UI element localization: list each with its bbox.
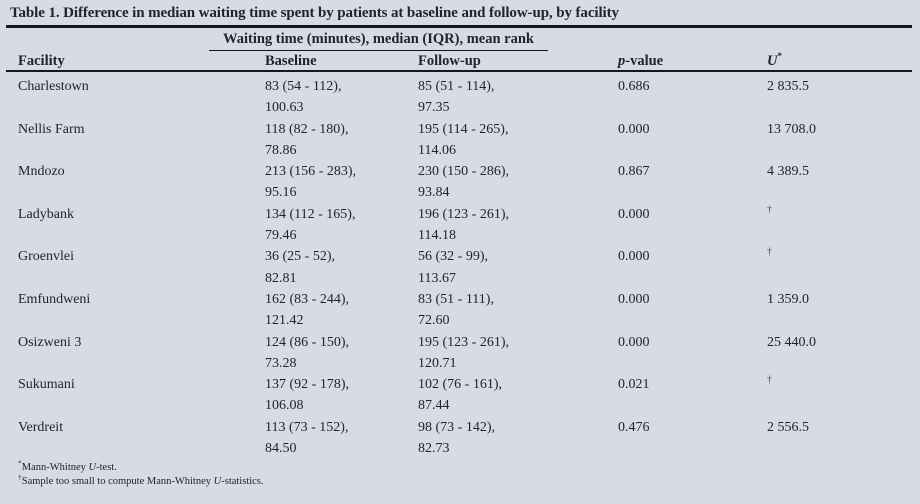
table-title: Table 1. Difference in median waiting ti… <box>10 5 619 21</box>
facility-cell: Verdreit <box>18 419 64 435</box>
p-value-cell: 0.867 <box>618 164 650 180</box>
u-statistic-cell: † <box>767 204 772 216</box>
table-row: Charlestown 83 (54 - 112), 100.63 85 (51 … <box>0 76 920 119</box>
followup-cell: 56 (32 - 99), 113.67 <box>418 249 488 286</box>
baseline-cell: 213 (156 - 283), 95.16 <box>265 164 356 201</box>
facility-cell: Emfundweni <box>18 291 91 307</box>
u-statistic-cell: 13 708.0 <box>767 121 816 137</box>
span-header: Waiting time (minutes), median (IQR), me… <box>209 31 548 51</box>
u-statistic-cell: 1 359.0 <box>767 291 809 307</box>
followup-cell: 85 (51 - 114), 97.35 <box>418 79 495 116</box>
table-row: Osizweni 3 124 (86 - 150), 73.28 195 (123… <box>0 332 920 375</box>
footnotes: *Mann-Whitney U-test. †Sample too small … <box>18 458 264 488</box>
facility-cell: Osizweni 3 <box>18 334 82 350</box>
baseline-cell: 134 (112 - 165), 79.46 <box>265 206 356 244</box>
p-value-cell: 0.000 <box>618 121 650 137</box>
p-value-cell: 0.021 <box>618 377 650 393</box>
u-statistic-cell: † <box>767 246 772 258</box>
baseline-cell: 118 (82 - 180), 78.86 <box>265 121 349 158</box>
followup-cell: 98 (73 - 142), 82.73 <box>418 419 495 457</box>
u-statistic-cell: 4 389.5 <box>767 164 809 180</box>
table-row: Sukumani 137 (92 - 178), 106.08 102 (76 -… <box>0 374 920 417</box>
u-statistic-cell: 25 440.0 <box>767 334 816 350</box>
p-value-cell: 0.686 <box>618 79 650 94</box>
footnote: *Mann-Whitney U-test. <box>18 458 117 473</box>
column-header-u: U* <box>767 51 782 69</box>
p-value-cell: 0.000 <box>618 291 650 307</box>
followup-cell: 230 (150 - 286), 93.84 <box>418 164 509 201</box>
followup-cell: 196 (123 - 261), 114.18 <box>418 206 509 244</box>
column-header-facility: Facility <box>18 53 65 69</box>
facility-cell: Groenvlei <box>18 249 74 265</box>
baseline-cell: 83 (54 - 112), 100.63 <box>265 79 342 116</box>
baseline-cell: 124 (86 - 150), 73.28 <box>265 334 349 371</box>
table-row: Verdreit 113 (73 - 152), 84.50 98 (73 - 1… <box>0 417 920 460</box>
table-row: Nellis Farm 118 (82 - 180), 78.86 195 (11… <box>0 119 920 162</box>
u-statistic-cell: 2 556.5 <box>767 419 809 435</box>
column-header-followup: Follow-up <box>418 53 481 69</box>
header-rule <box>6 70 912 72</box>
followup-cell: 195 (123 - 261), 120.71 <box>418 334 509 371</box>
baseline-cell: 137 (92 - 178), 106.08 <box>265 377 349 414</box>
table-body: Charlestown 83 (54 - 112), 100.63 85 (51 … <box>0 76 920 459</box>
column-header-baseline: Baseline <box>265 53 317 69</box>
facility-cell: Mndozo <box>18 164 65 180</box>
p-value-cell: 0.476 <box>618 419 650 435</box>
table-row: Groenvlei 36 (25 - 52), 82.81 56 (32 - 99… <box>0 246 920 289</box>
baseline-cell: 113 (73 - 152), 84.50 <box>265 419 349 457</box>
u-statistic-cell: † <box>767 374 772 386</box>
facility-cell: Charlestown <box>18 79 89 94</box>
followup-cell: 195 (114 - 265), 114.06 <box>418 121 509 158</box>
column-header-p-value: p-value <box>618 53 664 69</box>
facility-cell: Nellis Farm <box>18 121 85 137</box>
followup-cell: 83 (51 - 111), 72.60 <box>418 291 494 329</box>
footnote: †Sample too small to compute Mann-Whitne… <box>18 472 264 487</box>
u-statistic-cell: 2 835.5 <box>767 79 809 94</box>
table-row: Mndozo 213 (156 - 283), 95.16 230 (150 - … <box>0 161 920 204</box>
table-row: Ladybank 134 (112 - 165), 79.46 196 (123 … <box>0 204 920 247</box>
facility-cell: Ladybank <box>18 206 74 222</box>
p-value-cell: 0.000 <box>618 334 650 350</box>
p-value-cell: 0.000 <box>618 249 650 265</box>
table-row: Emfundweni 162 (83 - 244), 121.42 83 (51 … <box>0 289 920 332</box>
title-rule <box>6 25 912 28</box>
p-value-cell: 0.000 <box>618 206 650 222</box>
baseline-cell: 162 (83 - 244), 121.42 <box>265 291 349 329</box>
baseline-cell: 36 (25 - 52), 82.81 <box>265 249 335 286</box>
facility-cell: Sukumani <box>18 377 75 393</box>
followup-cell: 102 (76 - 161), 87.44 <box>418 377 502 414</box>
